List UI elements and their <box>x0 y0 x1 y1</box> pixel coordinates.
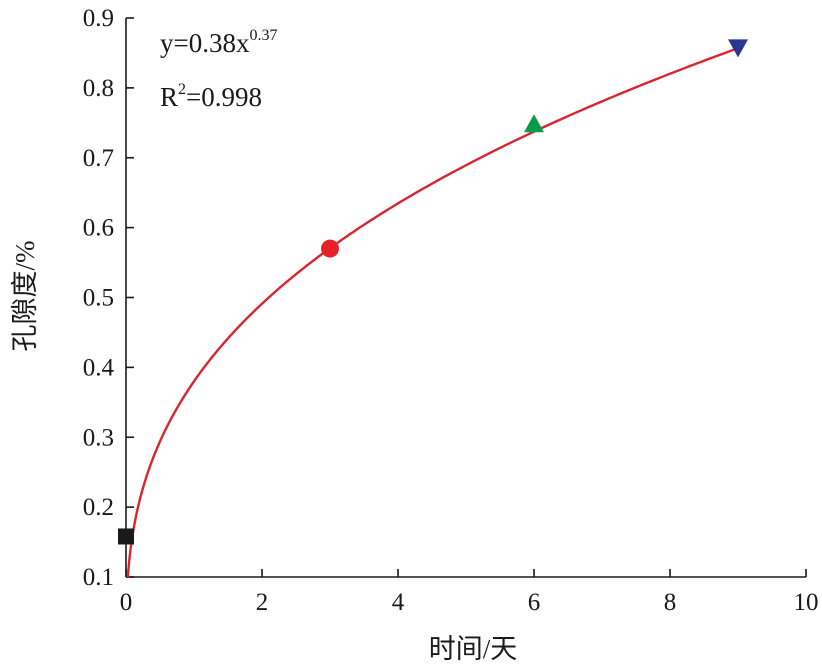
fit-equation-exponent: 0.37 <box>249 27 277 44</box>
fit-equation-base: y=0.38x <box>160 28 250 58</box>
r-squared-symbol: R <box>160 82 178 112</box>
fit-curve <box>126 47 739 578</box>
y-tick-label: 0.8 <box>83 75 114 102</box>
r-squared-value: =0.998 <box>186 82 262 112</box>
y-tick-label: 0.4 <box>83 354 115 381</box>
fit-equation: y=0.38x0.37 <box>160 27 277 58</box>
y-ticks: 0.1 0.2 0.3 0.4 0.5 0.6 0.7 0.8 0.9 <box>83 5 134 591</box>
x-axis-label: 时间/天 <box>429 634 518 664</box>
x-ticks: 0 2 4 6 8 10 <box>120 569 819 616</box>
x-tick-label: 6 <box>528 589 541 616</box>
y-tick-label: 0.3 <box>83 424 114 451</box>
x-tick-label: 4 <box>392 589 405 616</box>
y-tick-label: 0.6 <box>83 215 114 242</box>
r-squared-superscript: 2 <box>178 81 186 98</box>
y-tick-label: 0.2 <box>83 494 114 521</box>
y-tick-label: 0.7 <box>83 145 114 172</box>
x-tick-label: 10 <box>794 589 819 616</box>
y-tick-label: 0.5 <box>83 285 114 312</box>
x-tick-label: 8 <box>664 589 677 616</box>
y-axis-label: 孔隙度/% <box>10 241 40 352</box>
data-point-square <box>118 528 134 545</box>
x-tick-label: 2 <box>256 589 269 616</box>
fit-r-squared: R2=0.998 <box>160 81 262 112</box>
y-tick-label: 0.1 <box>83 564 114 591</box>
data-point-circle <box>321 239 339 258</box>
y-tick-label: 0.9 <box>83 5 114 32</box>
data-point-triangle-up <box>524 114 544 133</box>
x-tick-label: 0 <box>120 589 133 616</box>
data-point-triangle-down <box>728 39 748 58</box>
data-points <box>118 39 748 545</box>
